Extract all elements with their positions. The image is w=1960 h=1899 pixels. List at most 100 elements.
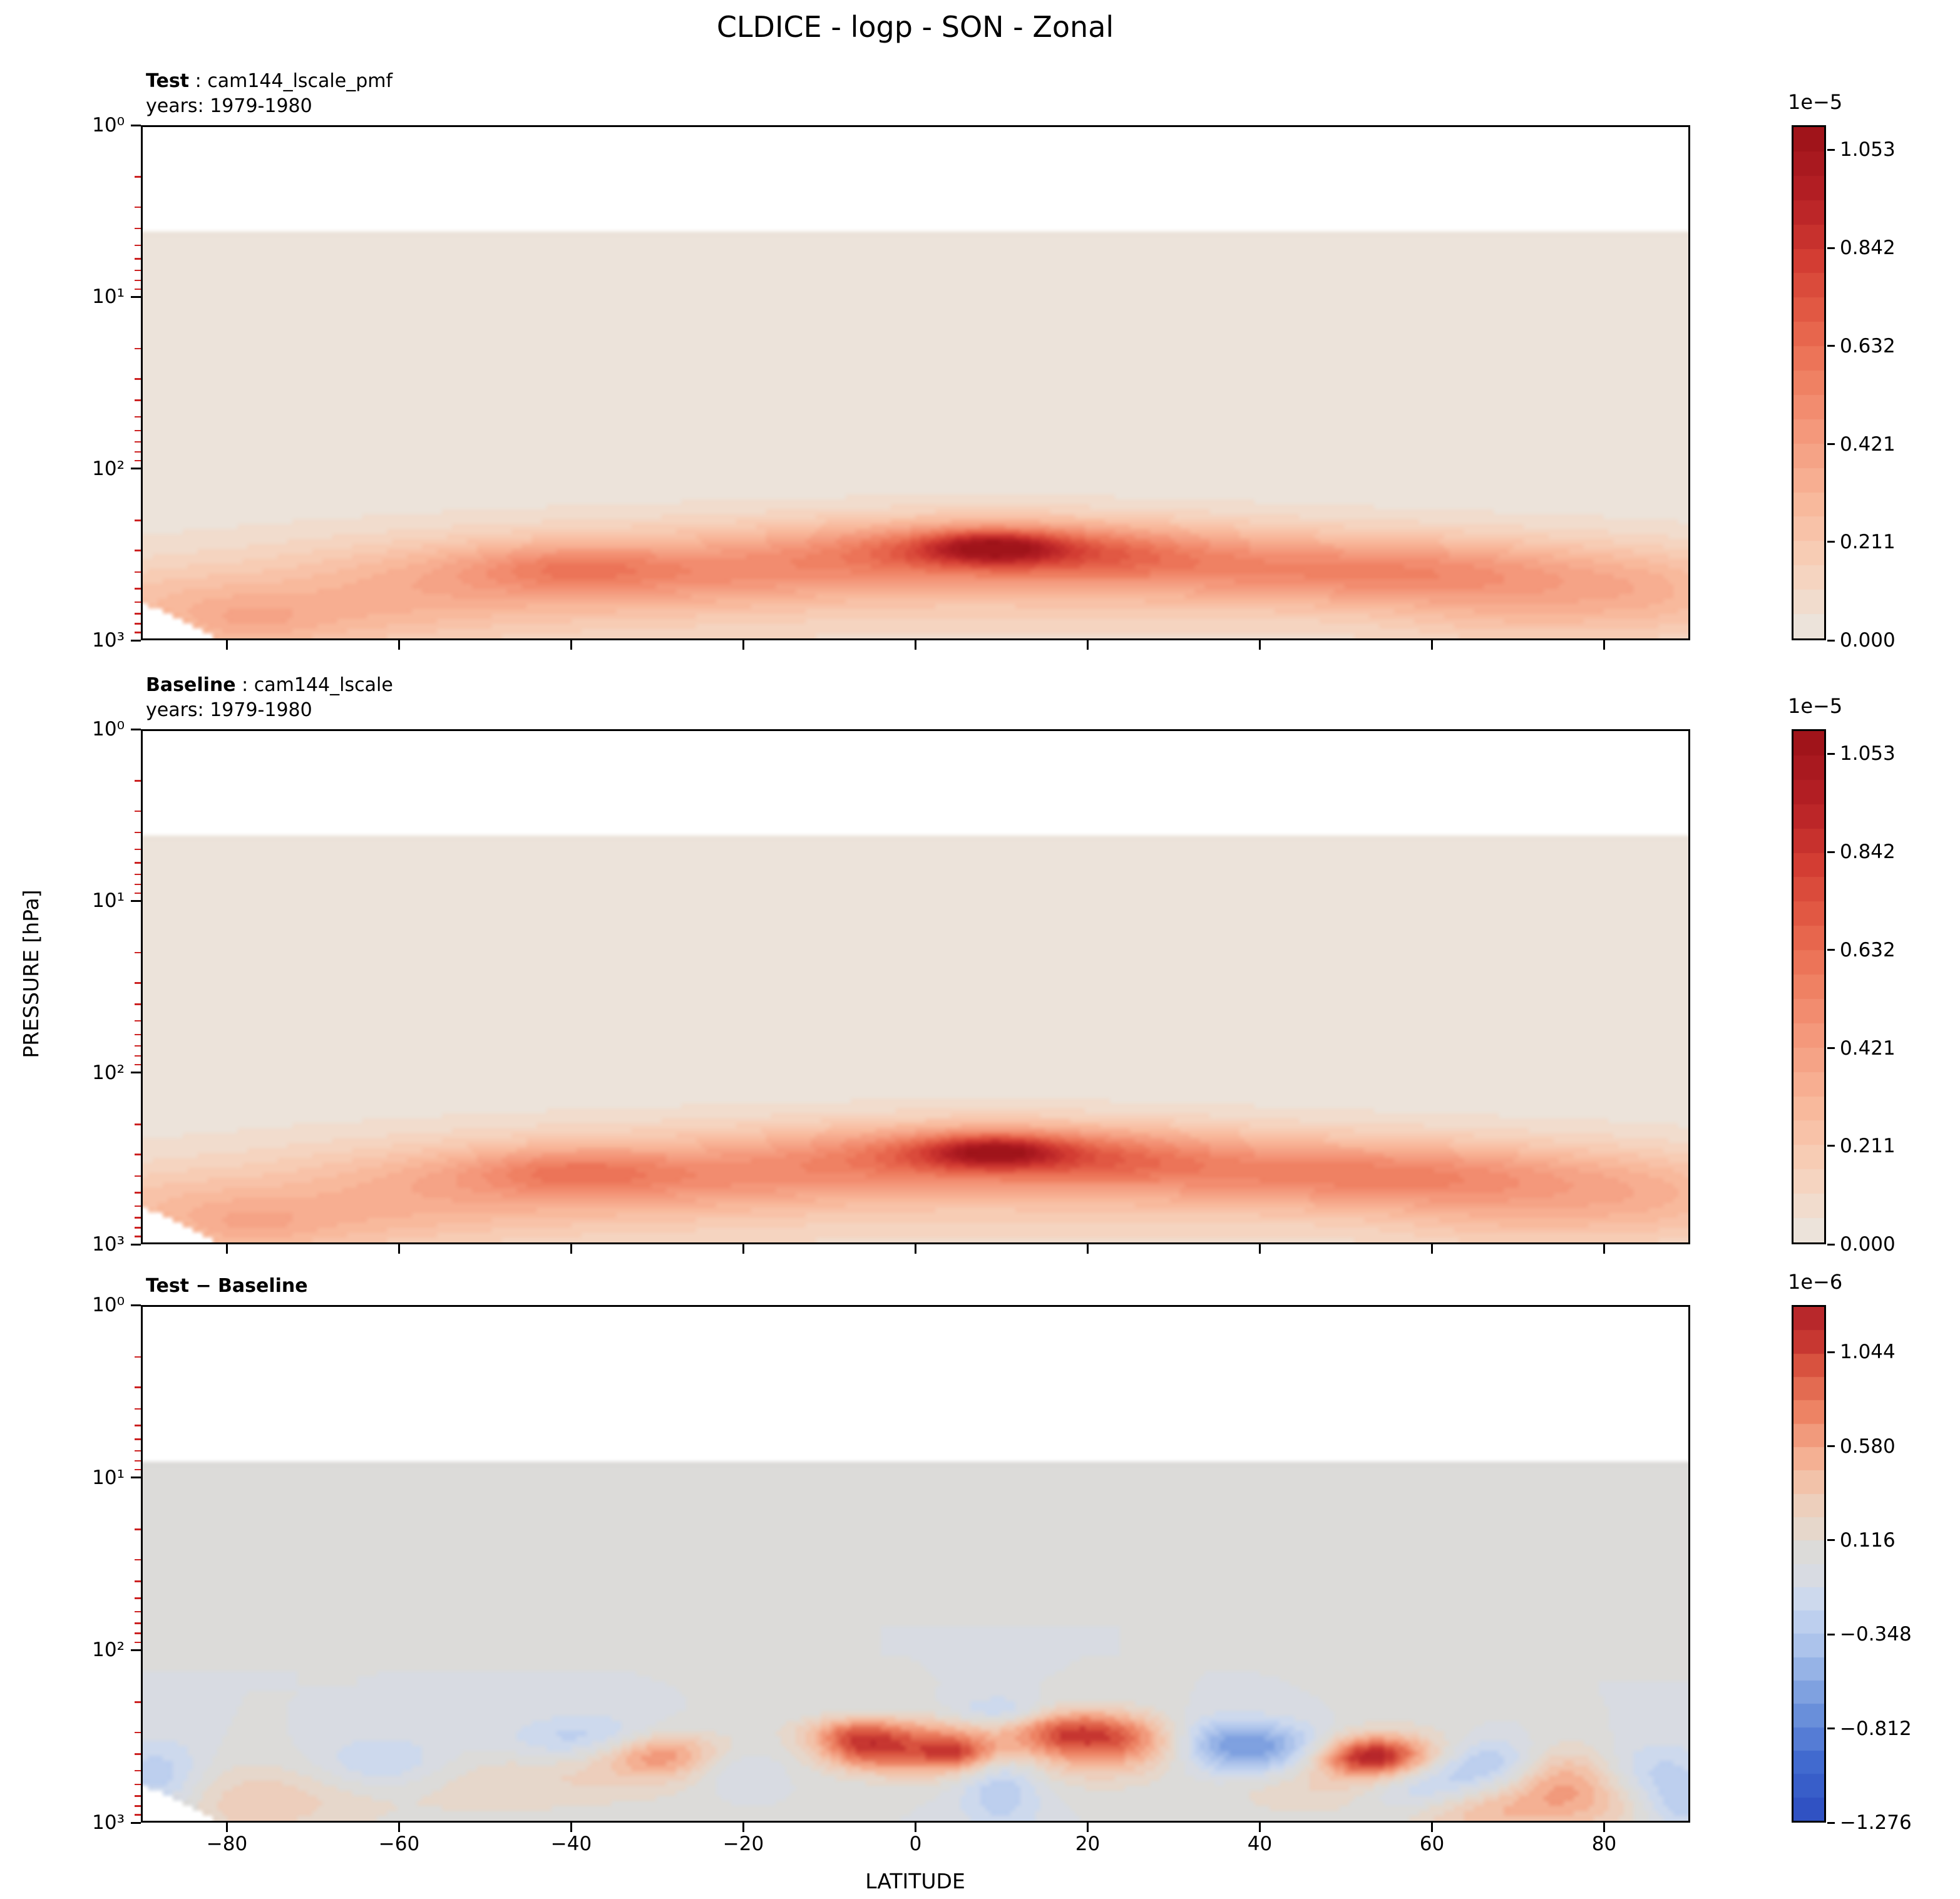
colorbar-tick-label: 0.421 (1840, 1037, 1896, 1060)
colorbar-tick (1827, 247, 1835, 249)
y-minor-tick (135, 1045, 141, 1047)
colorbar-tick-label: 1.053 (1840, 138, 1896, 161)
x-tick (1087, 1244, 1089, 1254)
y-minor-tick (135, 1610, 141, 1613)
y-minor-tick (135, 1236, 141, 1237)
y-minor-tick (135, 848, 141, 851)
x-axis-label: LATITUDE (865, 1869, 965, 1893)
y-minor-tick (135, 951, 141, 954)
colorbar-tick-label: 0.580 (1840, 1435, 1896, 1458)
y-minor-tick (135, 227, 141, 230)
y-minor-tick (135, 1814, 141, 1816)
colorbar-tick (1827, 1351, 1835, 1353)
colorbar-tick (1827, 148, 1835, 151)
y-minor-tick (135, 269, 141, 272)
x-tick (1259, 640, 1261, 650)
colorbar-tick-label: 1.044 (1840, 1341, 1896, 1364)
y-major-tick (131, 295, 141, 298)
panel-baseline-subtitle: years: 1979-1980 (146, 699, 312, 721)
x-tick (1431, 1823, 1433, 1832)
y-tick-label: 10¹ (92, 1466, 125, 1489)
y-major-tick (131, 1477, 141, 1479)
y-minor-tick (135, 623, 141, 625)
x-tick (915, 1823, 916, 1832)
x-tick-label: −40 (550, 1833, 592, 1855)
x-tick-label: −80 (206, 1833, 248, 1855)
x-tick-label: −60 (378, 1833, 420, 1855)
y-minor-tick (135, 1805, 141, 1807)
diff-colorbar-exponent: 1e−6 (1788, 1270, 1843, 1294)
y-major-tick (131, 639, 141, 642)
y-tick-label: 10⁰ (92, 718, 125, 740)
y-minor-tick (135, 416, 141, 418)
y-minor-tick (135, 1020, 141, 1022)
y-minor-tick (135, 441, 141, 443)
y-major-tick (131, 468, 141, 470)
x-tick-label: 80 (1591, 1833, 1617, 1855)
colorbar-tick (1827, 752, 1835, 755)
panel-diff-label-bold: Test − Baseline (146, 1275, 308, 1297)
y-minor-tick (135, 399, 141, 401)
y-minor-tick (135, 288, 141, 290)
diff-colorbar-canvas (1793, 1307, 1824, 1821)
x-tick (742, 1244, 744, 1254)
colorbar-tick-label: 0.842 (1840, 841, 1896, 864)
y-minor-tick (135, 892, 141, 894)
y-tick-label: 10² (92, 457, 125, 480)
x-tick (1603, 1244, 1605, 1254)
panel-baseline-label-bold: Baseline (146, 674, 236, 696)
colorbar-tick (1827, 949, 1835, 951)
x-tick (915, 1244, 916, 1254)
y-tick-label: 10⁰ (92, 1294, 125, 1316)
figure-title: CLDICE - logp - SON - Zonal (716, 10, 1114, 44)
baseline-colorbar-exponent: 1e−5 (1788, 694, 1843, 718)
y-minor-tick (135, 347, 141, 350)
y-major-tick (131, 1243, 141, 1246)
x-tick (915, 640, 916, 650)
x-tick-label: 20 (1075, 1833, 1101, 1855)
y-major-tick (131, 1821, 141, 1824)
baseline-colorbar-canvas (1793, 731, 1824, 1242)
y-minor-tick (135, 1425, 141, 1426)
y-minor-tick (135, 1641, 141, 1644)
colorbar-tick (1827, 1145, 1835, 1147)
y-minor-tick (135, 873, 141, 876)
diff-contour-canvas (143, 1307, 1688, 1821)
y-minor-tick (135, 1055, 141, 1057)
x-tick (226, 640, 228, 650)
y-minor-tick (135, 1386, 141, 1388)
colorbar-tick-label: 0.000 (1840, 629, 1896, 652)
y-tick-label: 10³ (92, 1233, 125, 1256)
colorbar-tick-label: −1.276 (1840, 1811, 1912, 1834)
colorbar-tick (1827, 1728, 1835, 1730)
x-tick (226, 1823, 228, 1832)
y-minor-tick (135, 1003, 141, 1005)
test-colorbar (1792, 125, 1826, 640)
x-tick (1431, 640, 1433, 650)
colorbar-tick (1827, 1445, 1835, 1448)
y-major-tick (131, 1304, 141, 1306)
y-minor-tick (135, 244, 141, 247)
y-minor-tick (135, 1063, 141, 1066)
x-tick (570, 1823, 572, 1832)
y-minor-tick (135, 1192, 141, 1194)
y-minor-tick (135, 632, 141, 633)
panel-test-subtitle: years: 1979-1980 (146, 95, 312, 117)
panel-test-header: Test : cam144_lscale_pmf (146, 70, 393, 92)
y-major-tick (131, 899, 141, 902)
panel-diff-header: Test − Baseline (146, 1275, 308, 1297)
colorbar-tick-label: 0.842 (1840, 237, 1896, 260)
x-tick (1603, 1823, 1605, 1832)
colorbar-tick (1827, 1243, 1835, 1246)
y-minor-tick (135, 378, 141, 380)
colorbar-tick-label: 0.632 (1840, 334, 1896, 357)
test-colorbar-canvas (1793, 127, 1824, 638)
y-tick-label: 10¹ (92, 285, 125, 309)
y-minor-tick (135, 1528, 141, 1530)
y-minor-tick (135, 862, 141, 864)
y-minor-tick (135, 1227, 141, 1229)
x-tick (1259, 1823, 1261, 1832)
colorbar-tick (1827, 1633, 1835, 1635)
y-minor-tick (135, 1559, 141, 1561)
y-minor-tick (135, 1154, 141, 1155)
